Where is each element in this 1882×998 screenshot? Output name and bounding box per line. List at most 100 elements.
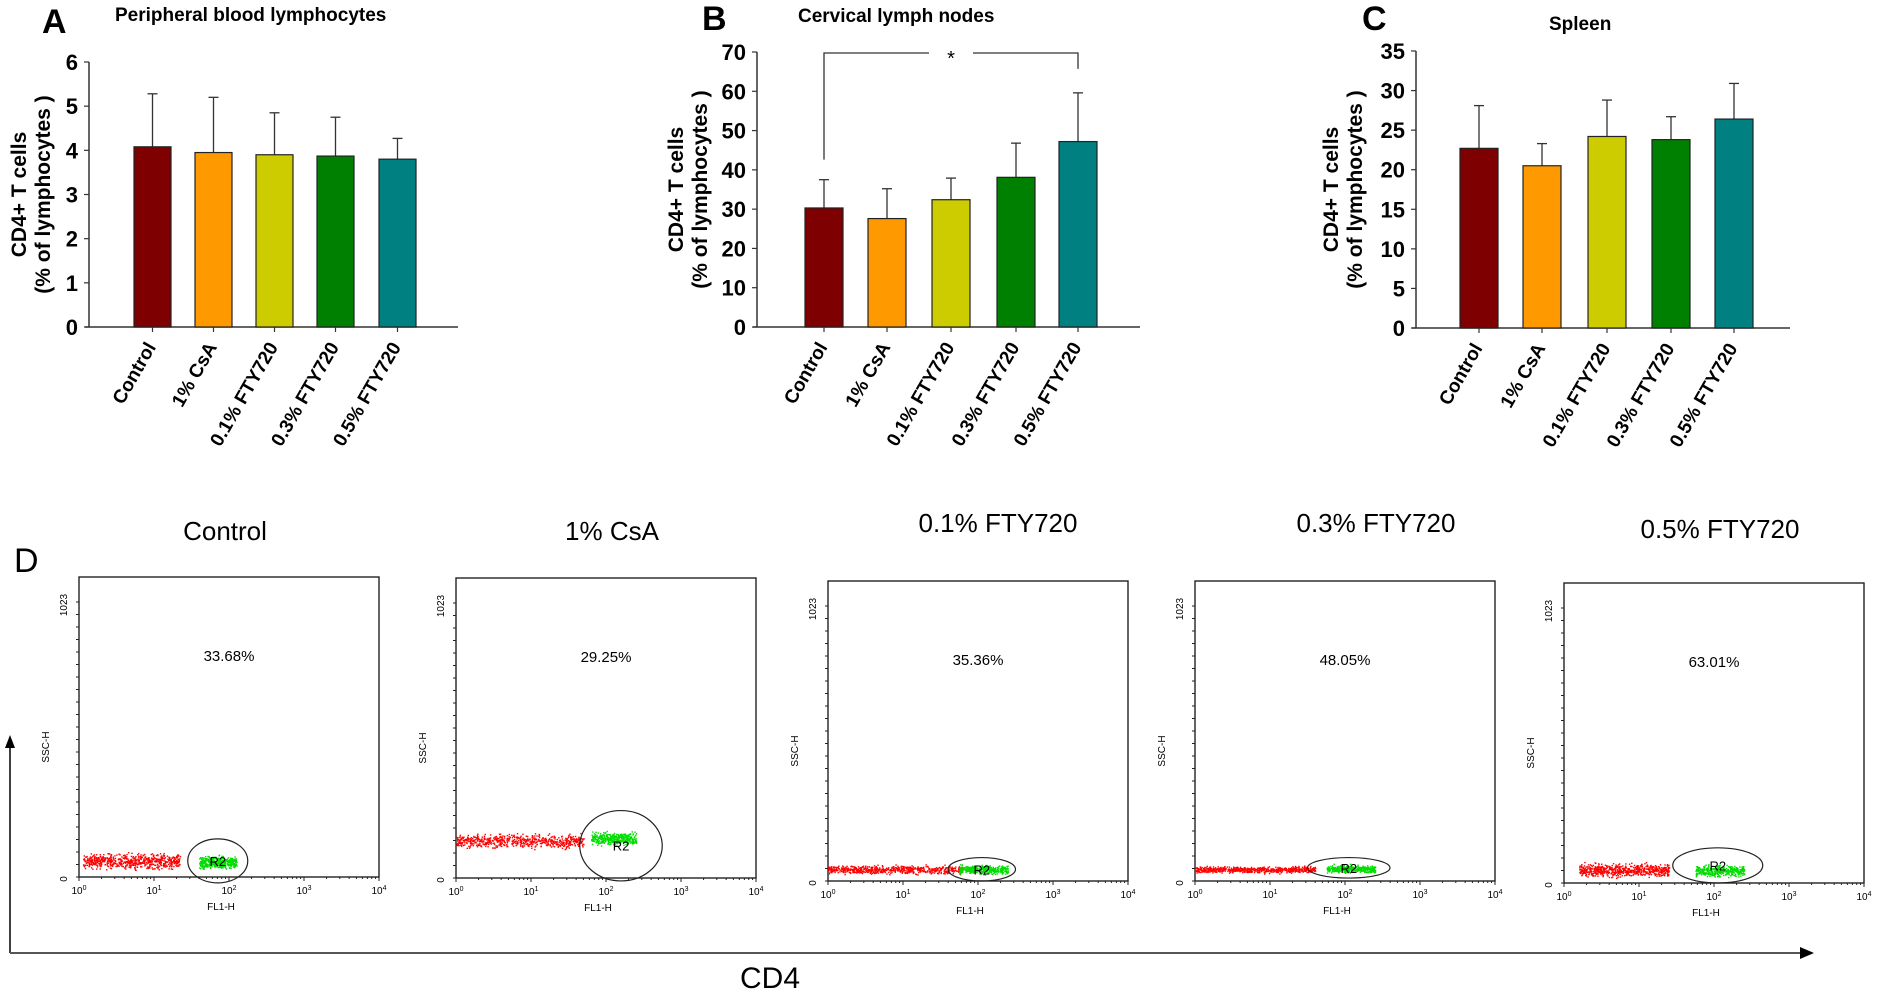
flow-event-ungated [1314,869,1316,871]
flow-event-ungated [522,833,524,835]
flow-event-gated [965,867,968,869]
flow-event-ungated [95,858,97,860]
flow-event-gated [235,860,237,863]
flow-event-gated [213,857,216,860]
flow-event-ungated [175,865,178,867]
chart-a-bar [194,151,233,328]
flow-event-gated [1007,868,1009,870]
chart-c-bar [1714,118,1754,329]
flow-event-gated [621,836,624,838]
flow-event-gated [966,870,968,872]
flow-event-ungated [472,844,475,847]
flow-event-gated [968,870,971,872]
flow-event-ungated [858,872,861,874]
flow-event-ungated [495,838,498,840]
flow-event-ungated [103,854,105,856]
flow-event-ungated [1287,869,1289,871]
flow-event-gated [233,859,236,861]
flow-event-ungated [1217,869,1219,871]
flow-event-ungated [145,864,147,866]
flow-event-ungated [1210,867,1212,870]
flow-event-ungated [494,838,496,841]
flow-event-ungated [577,843,579,846]
flow-event-ungated [144,856,147,859]
flow-event-gated [609,834,612,837]
flow-event-ungated [88,859,90,861]
flow-event-ungated [520,841,522,844]
flow-x-tick-label: 104 [1120,889,1135,901]
flow-event-gated [206,858,208,860]
flow-event-ungated [925,871,927,874]
flow-event-ungated [513,835,515,837]
flow-event-gated [615,833,618,836]
flow-event-ungated [1247,867,1249,869]
flow-event-gated [604,838,607,840]
flow-plot-title: 0.5% FTY720 [1641,514,1800,544]
flow-gated-percent: 29.25% [581,649,632,666]
flow-event-ungated [93,854,96,856]
flow-event-ungated [524,843,526,845]
flow-event-ungated [1654,867,1656,869]
flow-event-gated [208,856,210,858]
flow-event-ungated [1631,862,1633,864]
flow-event-gated [603,839,606,841]
flow-event-gated [627,837,630,840]
flow-event-gated [592,836,595,839]
flow-event-gated [1344,871,1346,873]
flow-event-ungated [1270,869,1273,871]
flow-event-ungated [97,856,100,859]
flow-event-ungated [925,866,927,868]
flow-event-ungated [1581,868,1583,871]
flow-event-ungated [553,835,555,837]
flow-event-ungated [1221,872,1223,874]
flow-event-ungated [893,870,895,872]
flow-event-gated [609,842,612,844]
flow-gated-percent: 35.36% [953,652,1004,669]
flow-event-ungated [571,844,574,846]
chart-b-y-tick-label: 70 [722,40,746,65]
flow-event-gated [597,838,599,840]
flow-event-ungated [1218,867,1221,870]
flow-event-gated [1368,868,1371,871]
flow-event-gated [591,834,593,836]
flow-event-gated [986,867,988,870]
flow-event-ungated [543,840,545,842]
flow-event-ungated [899,870,901,873]
flow-event-ungated [468,845,470,848]
flow-event-gated [200,864,202,866]
flow-event-ungated [113,861,115,864]
flow-x-axis-label: FL1-H [584,903,612,914]
flow-event-gated [1351,871,1353,873]
flow-event-gated [1329,870,1331,872]
flow-event-ungated [1661,874,1663,877]
flow-event-ungated [1250,866,1253,869]
flow-event-gated [1345,870,1347,872]
flow-event-ungated [129,867,132,869]
flow-event-gated [620,841,623,843]
flow-event-ungated [151,867,153,869]
flow-event-ungated [890,868,892,871]
flow-event-gated [623,841,625,844]
flow-event-ungated [134,865,137,867]
flow-x-axis-label: FL1-H [956,906,984,917]
chart-c-bar [1587,135,1627,329]
flow-event-ungated [1256,867,1259,870]
flow-event-ungated [172,859,175,862]
flow-event-gated [602,841,604,843]
flow-event-gated [988,867,990,869]
flow-event-ungated [1627,869,1629,871]
flow-event-ungated [471,843,473,846]
flow-event-ungated [147,867,150,870]
flow-event-ungated [466,836,469,838]
flow-event-ungated [501,838,504,840]
flow-event-ungated [162,854,165,856]
flow-event-gated [199,867,201,869]
flow-event-gated [217,861,220,864]
flow-event-ungated [1596,866,1598,868]
flow-event-ungated [83,859,85,861]
flow-event-ungated [464,844,466,846]
flow-event-ungated [92,862,95,864]
flow-event-ungated [854,866,856,868]
flow-event-gated [618,841,621,843]
flow-event-ungated [457,843,460,846]
